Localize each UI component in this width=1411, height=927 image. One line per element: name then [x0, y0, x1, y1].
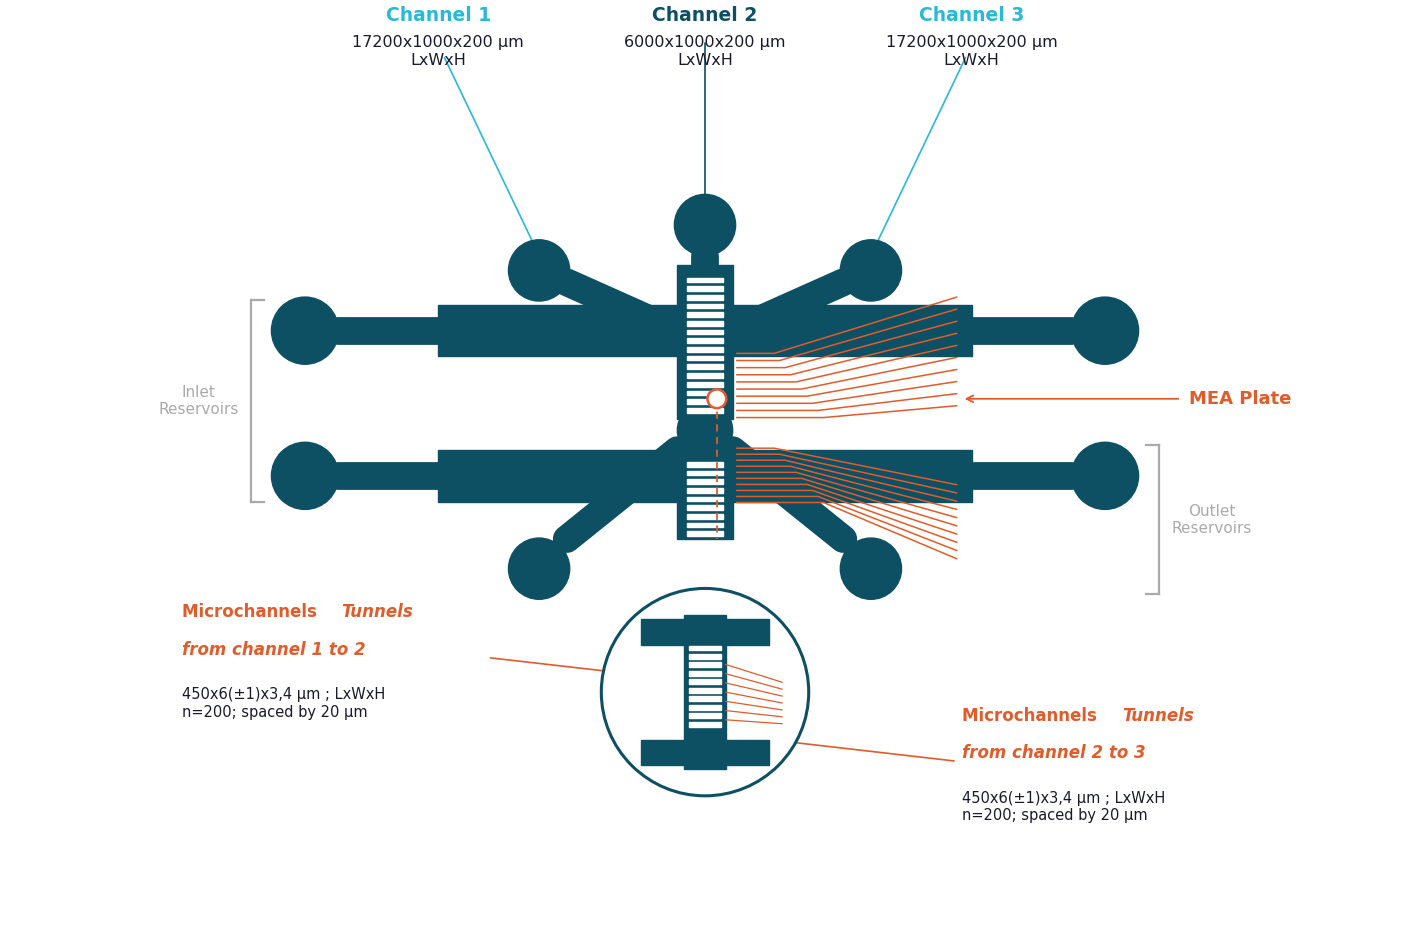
Bar	[687, 505, 722, 510]
Bar	[677, 445, 732, 539]
Bar	[687, 295, 722, 299]
Bar	[687, 338, 722, 343]
Bar	[687, 356, 722, 361]
Text: Tunnels: Tunnels	[1122, 707, 1194, 725]
Bar	[689, 645, 721, 650]
Bar	[439, 305, 972, 356]
Text: 6000x1000x200 μm
LxWxH: 6000x1000x200 μm LxWxH	[624, 35, 786, 68]
Bar	[689, 679, 721, 684]
Circle shape	[601, 589, 809, 796]
Bar	[689, 663, 721, 667]
Text: 450x6(±1)x3,4 μm ; LxWxH
n=200; spaced by 20 μm: 450x6(±1)x3,4 μm ; LxWxH n=200; spaced b…	[962, 791, 1165, 823]
Bar	[687, 304, 722, 309]
Bar	[687, 523, 722, 527]
Bar	[687, 514, 722, 519]
Bar	[687, 497, 722, 502]
Text: 17200x1000x200 μm
LxWxH: 17200x1000x200 μm LxWxH	[353, 35, 525, 68]
Bar	[439, 451, 972, 502]
Bar	[687, 531, 722, 536]
Text: from channel 2 to 3: from channel 2 to 3	[962, 744, 1146, 763]
Text: 450x6(±1)x3,4 μm ; LxWxH
n=200; spaced by 20 μm: 450x6(±1)x3,4 μm ; LxWxH n=200; spaced b…	[182, 687, 385, 719]
Text: 17200x1000x200 μm
LxWxH: 17200x1000x200 μm LxWxH	[886, 35, 1057, 68]
Bar	[689, 722, 721, 727]
Bar	[689, 714, 721, 718]
Bar	[687, 462, 722, 466]
Bar	[687, 277, 722, 282]
Bar	[687, 382, 722, 387]
Bar	[689, 671, 721, 676]
Circle shape	[508, 240, 570, 301]
Bar	[687, 286, 722, 291]
Bar	[687, 374, 722, 378]
Bar	[687, 330, 722, 335]
Text: from channel 1 to 2: from channel 1 to 2	[182, 641, 365, 659]
Bar	[689, 654, 721, 659]
Circle shape	[1071, 442, 1139, 510]
Bar	[641, 740, 769, 765]
Bar	[689, 705, 721, 710]
Text: MEA Plate: MEA Plate	[1189, 389, 1291, 408]
Circle shape	[677, 402, 732, 458]
Bar	[687, 364, 722, 369]
Bar	[689, 696, 721, 701]
Circle shape	[674, 195, 735, 256]
Bar	[677, 265, 732, 419]
Bar	[687, 471, 722, 476]
Circle shape	[841, 240, 902, 301]
Bar	[687, 488, 722, 492]
Bar	[687, 312, 722, 317]
Text: Microchannels: Microchannels	[962, 707, 1102, 725]
Bar	[687, 390, 722, 395]
Text: Tunnels: Tunnels	[341, 603, 413, 621]
Circle shape	[1071, 297, 1139, 364]
Bar	[687, 400, 722, 404]
Circle shape	[271, 442, 339, 510]
Circle shape	[508, 538, 570, 599]
Text: Microchannels: Microchannels	[182, 603, 322, 621]
Bar	[689, 688, 721, 692]
Bar	[687, 479, 722, 484]
Circle shape	[271, 297, 339, 364]
Bar	[687, 408, 722, 413]
Text: Channel 3: Channel 3	[919, 6, 1024, 25]
Bar	[687, 347, 722, 351]
Bar	[687, 321, 722, 325]
Text: Inlet
Reservoirs: Inlet Reservoirs	[158, 385, 238, 417]
Text: Channel 1: Channel 1	[385, 6, 491, 25]
Circle shape	[707, 389, 727, 408]
Bar	[641, 619, 769, 644]
Text: Channel 2: Channel 2	[652, 6, 758, 25]
Bar	[684, 616, 725, 769]
Text: Outlet
Reservoirs: Outlet Reservoirs	[1171, 503, 1252, 536]
Circle shape	[841, 538, 902, 599]
